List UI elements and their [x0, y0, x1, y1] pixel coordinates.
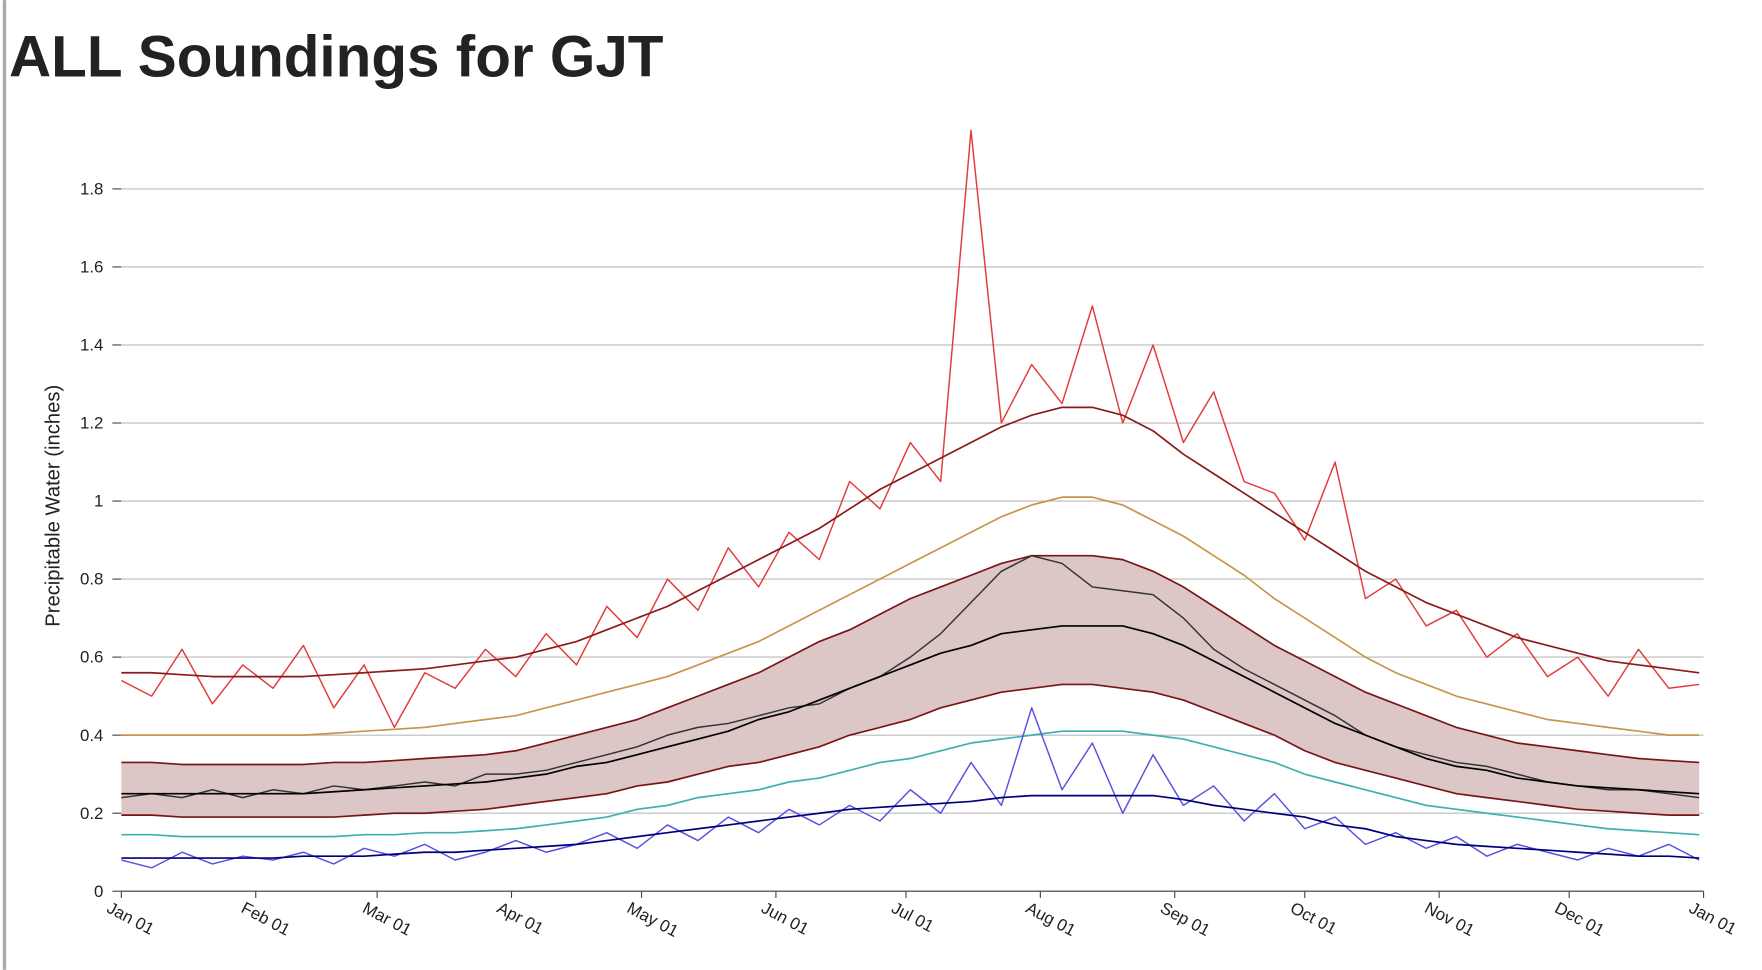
series-line [121, 406, 1700, 678]
x-tick-label: Apr 01 [494, 898, 547, 938]
x-tick-label: Jan 01 [104, 898, 158, 939]
grid: 0 0.2 0.4 0.6 0.8 1 1.2 1.4 1.6 1.8 Jan 01 Feb 01 Ma… [80, 180, 1740, 941]
plot-area [121, 129, 1700, 869]
series-line [121, 554, 1700, 766]
x-tick-label: Feb 01 [238, 898, 293, 939]
x-tick-label: Aug 01 [1023, 898, 1079, 940]
y-tick-label: 0.8 [80, 570, 103, 589]
y-tick-label: 1 [94, 492, 103, 511]
x-tick-label: Mar 01 [360, 898, 415, 939]
series-line [121, 129, 1700, 729]
x-tick-label: Jun 01 [758, 898, 812, 939]
y-tick-label: 0.2 [80, 804, 103, 823]
y-tick-label: 1.4 [80, 336, 103, 355]
y-tick-label: 1.6 [80, 258, 103, 277]
y-tick-label: 1.2 [80, 414, 103, 433]
series-line [121, 496, 1700, 736]
series-line [121, 707, 1700, 869]
x-tick-label: May 01 [624, 898, 682, 941]
y-tick-label: 1.8 [80, 180, 103, 199]
y-tick-label: 0.6 [80, 648, 103, 667]
x-tick-label: Dec 01 [1552, 898, 1608, 940]
x-tick-label: Jul 01 [888, 898, 937, 936]
band-area [121, 555, 1700, 818]
series-line [121, 554, 1700, 799]
y-tick-label: 0.4 [80, 726, 103, 745]
x-tick-label: Jan 01 [1686, 898, 1740, 939]
y-tick-label: 0 [94, 882, 103, 901]
x-tick-label: Sep 01 [1157, 898, 1213, 940]
series-line [121, 730, 1700, 838]
y-axis-label: Precipitable Water (inches) [43, 385, 65, 627]
x-tick-label: Oct 01 [1287, 898, 1340, 938]
series-line [121, 625, 1700, 795]
series-line [121, 794, 1700, 859]
chart-title: ALL Soundings for GJT [9, 25, 664, 90]
series-line [121, 683, 1700, 818]
x-tick-label: Nov 01 [1422, 898, 1478, 940]
